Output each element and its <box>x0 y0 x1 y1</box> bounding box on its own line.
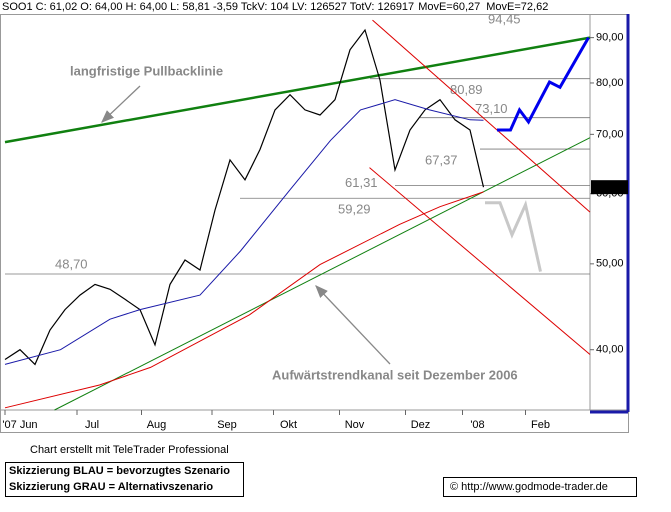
x-tick-label: Jul <box>85 419 99 431</box>
legend-entry: MovE=72,62 <box>486 1 548 13</box>
level-label: 67,37 <box>425 153 458 168</box>
x-tick-label: Feb <box>531 419 550 431</box>
last-price-box <box>591 180 628 195</box>
y-tick-label: 80,00 <box>596 77 624 89</box>
y-tick-label: 70,00 <box>596 128 624 140</box>
x-tick-label: '07 Jun <box>2 419 37 431</box>
x-tick-label: Okt <box>280 419 297 431</box>
annotation: Aufwärtstrendkanal seit Dezember 2006 <box>272 367 518 382</box>
arrow <box>101 85 141 123</box>
level-label: 73,10 <box>475 101 508 116</box>
peak-label: 94,45 <box>488 11 521 26</box>
credit: Chart erstellt mit TeleTrader Profession… <box>30 444 229 456</box>
chart-frame <box>0 14 629 433</box>
level-label: 59,29 <box>338 202 371 217</box>
annotation: langfristige Pullbacklinie <box>70 63 223 78</box>
arrow <box>315 285 391 365</box>
level-label: 61,31 <box>345 175 378 190</box>
copyright: © http://www.godmode-trader.de <box>450 481 608 493</box>
chart-title: SOO1 C: 61,02 O: 64,00 H: 64,00 L: 58,81… <box>2 1 414 13</box>
x-tick-label: Sep <box>217 419 237 431</box>
legend-line: Skizzierung GRAU = Alternativszenario <box>9 481 213 493</box>
x-tick-label: Nov <box>345 419 365 431</box>
x-tick-label: '08 <box>470 419 484 431</box>
series-line <box>497 36 590 132</box>
y-tick-label: 90,00 <box>596 32 624 44</box>
legend-box <box>5 462 244 497</box>
last-price-label: 61,02 <box>594 181 622 193</box>
legend-entry: MovE=60,27 <box>418 1 480 13</box>
trend-line <box>369 167 591 355</box>
trend-line <box>372 19 591 213</box>
level-label: 80,89 <box>450 82 483 97</box>
series-line <box>4 99 484 365</box>
y-tick-label: 40,00 <box>596 344 624 356</box>
x-tick-label: Dez <box>411 419 431 431</box>
trend-line <box>54 137 591 411</box>
legend-line: Skizzierung BLAU = bevorzugtes Szenario <box>9 465 230 477</box>
x-tick-label: Aug <box>147 419 167 431</box>
series-line <box>4 191 484 409</box>
level-label: 48,70 <box>55 256 88 271</box>
series-line <box>485 199 542 272</box>
copyright-box <box>443 477 637 497</box>
trend-line <box>4 36 591 144</box>
series-line <box>4 28 485 366</box>
y-tick-label: 50,00 <box>596 258 624 270</box>
